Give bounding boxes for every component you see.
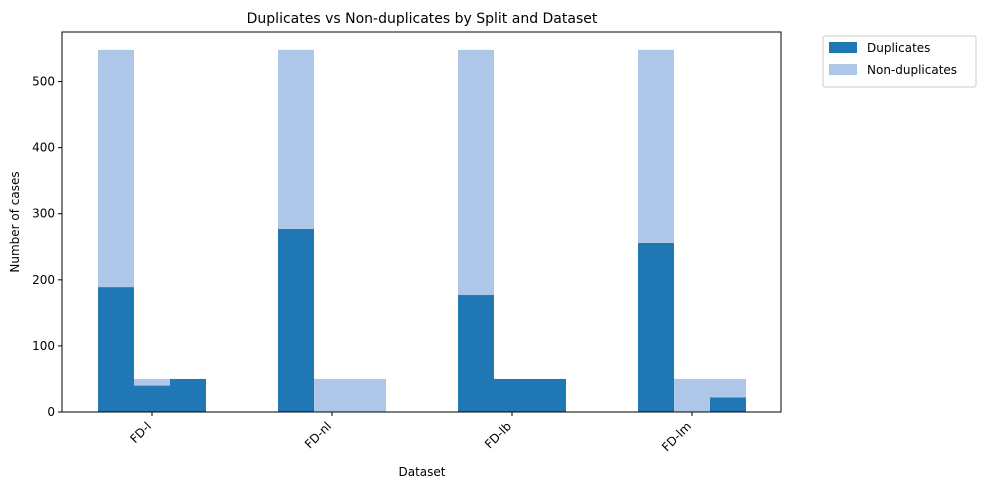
legend: Duplicates Non-duplicates xyxy=(822,35,977,88)
y-axis-label: Number of cases xyxy=(8,171,22,272)
bar-fd-lb-3-duplicates xyxy=(530,378,566,412)
y-tick-label: 300 xyxy=(32,207,55,221)
bar-fd-l-2-non-duplicates xyxy=(134,378,170,386)
legend-swatch-duplicates xyxy=(829,42,857,53)
bar-fd-lb-2-duplicates xyxy=(494,378,530,412)
bar-fd-nl-1-non-duplicates xyxy=(278,49,314,229)
y-tick-label: 400 xyxy=(32,141,55,155)
y-axis: 0 100 200 300 400 500 xyxy=(32,75,62,419)
bar-fd-lm-3-duplicates xyxy=(710,397,746,412)
bar-fd-l-2-duplicates xyxy=(134,385,170,412)
bar-fd-l-1-duplicates xyxy=(98,287,134,412)
legend-label-duplicates: Duplicates xyxy=(867,41,930,55)
y-tick-label: 100 xyxy=(32,339,55,353)
y-tick-label: 0 xyxy=(47,405,55,419)
bar-fd-lm-3-non-duplicates xyxy=(710,378,746,398)
bar-fd-lm-1-duplicates xyxy=(638,242,674,412)
x-axis-label: Dataset xyxy=(399,465,446,479)
bar-fd-nl-2-non-duplicates xyxy=(314,378,350,412)
bars-group xyxy=(98,49,746,412)
y-tick-label: 500 xyxy=(32,75,55,89)
bar-fd-lb-1-duplicates xyxy=(458,295,494,412)
bar-fd-nl-1-duplicates xyxy=(278,228,314,412)
chart-title: Duplicates vs Non-duplicates by Split an… xyxy=(247,11,598,27)
legend-swatch-non-duplicates xyxy=(829,64,857,75)
bar-fd-lm-2-non-duplicates xyxy=(674,378,710,412)
bar-fd-l-1-non-duplicates xyxy=(98,49,134,288)
bar-fd-l-3-duplicates xyxy=(170,378,206,412)
bar-fd-lb-1-non-duplicates xyxy=(458,49,494,296)
bar-fd-lm-1-non-duplicates xyxy=(638,49,674,243)
y-tick-label: 200 xyxy=(32,273,55,287)
bar-fd-nl-3-non-duplicates xyxy=(350,378,386,412)
legend-frame xyxy=(822,35,977,88)
legend-label-non-duplicates: Non-duplicates xyxy=(867,63,957,77)
plot-frame xyxy=(61,31,782,413)
